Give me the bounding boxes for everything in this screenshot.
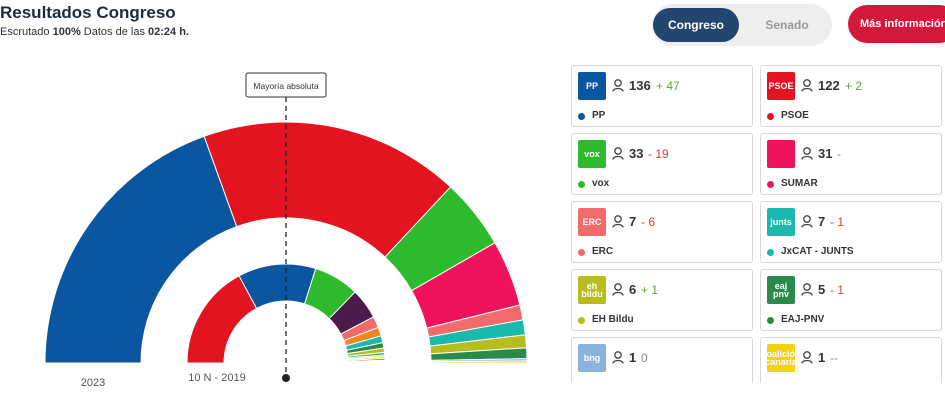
party-dot bbox=[767, 317, 774, 324]
party-card[interactable]: coalición canaria 1 -- CC bbox=[760, 337, 942, 383]
majority-label: Mayoría absoluta bbox=[253, 81, 318, 91]
party-logo: PP bbox=[578, 72, 606, 100]
seat-change: - 1 bbox=[830, 215, 845, 229]
seat-icon bbox=[612, 147, 624, 160]
party-card[interactable]: vox 33 - 19 vox bbox=[571, 133, 753, 195]
seat-count: 7 bbox=[818, 214, 826, 229]
party-card[interactable]: eh bildu 6 + 1 EH Bildu bbox=[571, 269, 753, 331]
subtitle-text: Escrutado bbox=[0, 26, 50, 38]
seat-icon bbox=[801, 215, 813, 228]
party-dot bbox=[578, 317, 585, 324]
subtitle-value: 100% bbox=[52, 26, 81, 38]
seat-icon bbox=[612, 283, 624, 296]
party-dot bbox=[578, 249, 585, 256]
seat-change: + 1 bbox=[641, 283, 659, 297]
seat-icon bbox=[612, 351, 624, 364]
subtitle-value: 02:24 h. bbox=[148, 26, 189, 38]
party-logo bbox=[767, 140, 795, 168]
party-logo: eh bildu bbox=[578, 276, 606, 304]
party-dot bbox=[578, 113, 585, 120]
seat-segment bbox=[430, 360, 528, 364]
seat-count: 31 bbox=[818, 146, 833, 161]
seat-count: 1 bbox=[629, 350, 637, 365]
party-name: ERC bbox=[592, 246, 614, 257]
seat-icon bbox=[801, 283, 813, 296]
chamber-toggle: Congreso Senado bbox=[652, 4, 832, 46]
seat-count: 136 bbox=[629, 78, 651, 93]
tab[interactable]: Senado bbox=[765, 18, 809, 32]
seat-segment bbox=[203, 121, 452, 258]
seat-change: - 1 bbox=[830, 283, 845, 297]
page-title: Resultados Congreso bbox=[0, 3, 176, 22]
seat-change: + 47 bbox=[656, 79, 680, 93]
party-logo: PSOE bbox=[767, 72, 795, 100]
party-logo: bng bbox=[578, 344, 606, 372]
party-name: EH Bildu bbox=[592, 314, 634, 325]
seat-count: 5 bbox=[818, 282, 826, 297]
seat-segment bbox=[347, 361, 386, 364]
seat-segment bbox=[44, 135, 238, 364]
seat-icon bbox=[801, 79, 813, 92]
party-name: SUMAR bbox=[781, 178, 818, 189]
seat-icon bbox=[612, 79, 624, 92]
seat-change: + 2 bbox=[845, 79, 863, 93]
party-name: PSOE bbox=[781, 110, 809, 121]
party-card[interactable]: junts 7 - 1 JxCAT - JUNTS bbox=[760, 201, 942, 263]
subtitle-text: Datos de las bbox=[83, 26, 145, 38]
party-dot bbox=[578, 181, 585, 188]
seat-count: 6 bbox=[629, 282, 637, 297]
party-card[interactable]: 31- SUMAR bbox=[760, 133, 942, 195]
party-name: vox bbox=[592, 178, 610, 189]
party-logo: eaj pnv bbox=[767, 276, 795, 304]
majority-dot bbox=[282, 374, 290, 382]
majority-box bbox=[245, 72, 327, 98]
party-card[interactable]: bng 10 BNG bbox=[571, 337, 753, 383]
party-dot bbox=[767, 249, 774, 256]
seat-change: 0 bbox=[641, 351, 648, 365]
tab[interactable]: Congreso bbox=[653, 8, 739, 42]
seat-change: -- bbox=[830, 351, 838, 365]
party-name: BNG bbox=[592, 382, 614, 383]
seat-count: 122 bbox=[818, 78, 840, 93]
party-name: EAJ-PNV bbox=[781, 314, 825, 325]
party-name: CC bbox=[781, 382, 795, 383]
party-dot bbox=[767, 113, 774, 120]
seat-count: 33 bbox=[629, 146, 644, 161]
subtitle: Escrutado 100% Datos de las 02:24 h. bbox=[0, 26, 189, 38]
party-cards: PP 136 + 47 PP PSOE 122 + 2 PSOE vox 33- 19 vox 31-… bbox=[571, 65, 945, 383]
party-logo: ERC bbox=[578, 208, 606, 236]
rings bbox=[44, 121, 528, 364]
party-logo: junts bbox=[767, 208, 795, 236]
party-card[interactable]: ERC 7 - 6 ERC bbox=[571, 201, 753, 263]
party-name: PP bbox=[592, 110, 606, 121]
hemicycle-chart: Mayoría absoluta 2023 10 N - 2019 bbox=[44, 72, 528, 389]
party-card[interactable]: eaj pnv 5 - 1 EAJ-PNV bbox=[760, 269, 942, 331]
party-name: JxCAT - JUNTS bbox=[781, 246, 854, 257]
seat-count: 7 bbox=[629, 214, 637, 229]
inner-ring-label: 10 N - 2019 bbox=[188, 372, 245, 384]
seat-icon bbox=[801, 351, 813, 364]
party-logo: vox bbox=[578, 140, 606, 168]
seat-change: - bbox=[837, 147, 841, 161]
outer-ring-label: 2023 bbox=[81, 377, 105, 389]
seat-count: 1 bbox=[818, 350, 826, 365]
seat-icon bbox=[801, 147, 813, 160]
party-card[interactable]: PSOE 122 + 2 PSOE bbox=[760, 65, 942, 127]
seat-change: - 6 bbox=[641, 215, 656, 229]
more-info-button[interactable]: Más información bbox=[848, 5, 945, 43]
party-logo: coalición canaria bbox=[767, 344, 795, 372]
seat-icon bbox=[612, 215, 624, 228]
party-card[interactable]: PP 136 + 47 PP bbox=[571, 65, 753, 127]
party-dot bbox=[767, 181, 774, 188]
seat-change: - 19 bbox=[648, 147, 669, 161]
